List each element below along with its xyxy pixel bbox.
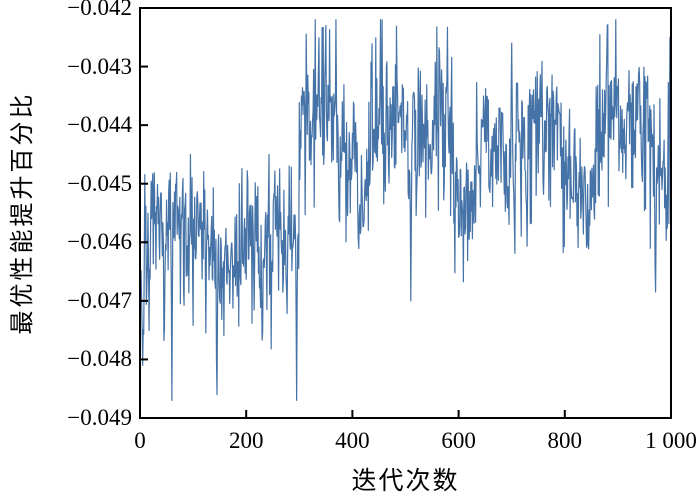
x-tick-label: 1 000 bbox=[645, 428, 697, 453]
y-tick-label: −0.046 bbox=[67, 229, 132, 255]
x-tick-label: 200 bbox=[228, 428, 264, 453]
x-tick-label: 800 bbox=[547, 428, 583, 453]
y-tick-label: −0.048 bbox=[67, 346, 132, 372]
plot-border bbox=[139, 7, 672, 419]
x-axis-title: 迭代次数 bbox=[351, 468, 460, 495]
y-tick-label: −0.042 bbox=[67, 0, 132, 20]
axes bbox=[139, 7, 672, 419]
y-tick-label: −0.044 bbox=[67, 112, 132, 138]
series-path bbox=[139, 19, 672, 402]
y-tick-label: −0.045 bbox=[67, 170, 132, 196]
series-line bbox=[139, 19, 672, 402]
y-tick-label: −0.049 bbox=[67, 405, 132, 430]
y-axis-title: 最优性能提升百分比 bbox=[10, 91, 36, 335]
x-tick-label: 0 bbox=[134, 428, 146, 453]
x-tick-label: 400 bbox=[335, 428, 370, 453]
y-tick-label: −0.043 bbox=[67, 53, 132, 79]
x-tick-label: 600 bbox=[441, 428, 476, 453]
y-tick-label: −0.047 bbox=[67, 287, 132, 313]
